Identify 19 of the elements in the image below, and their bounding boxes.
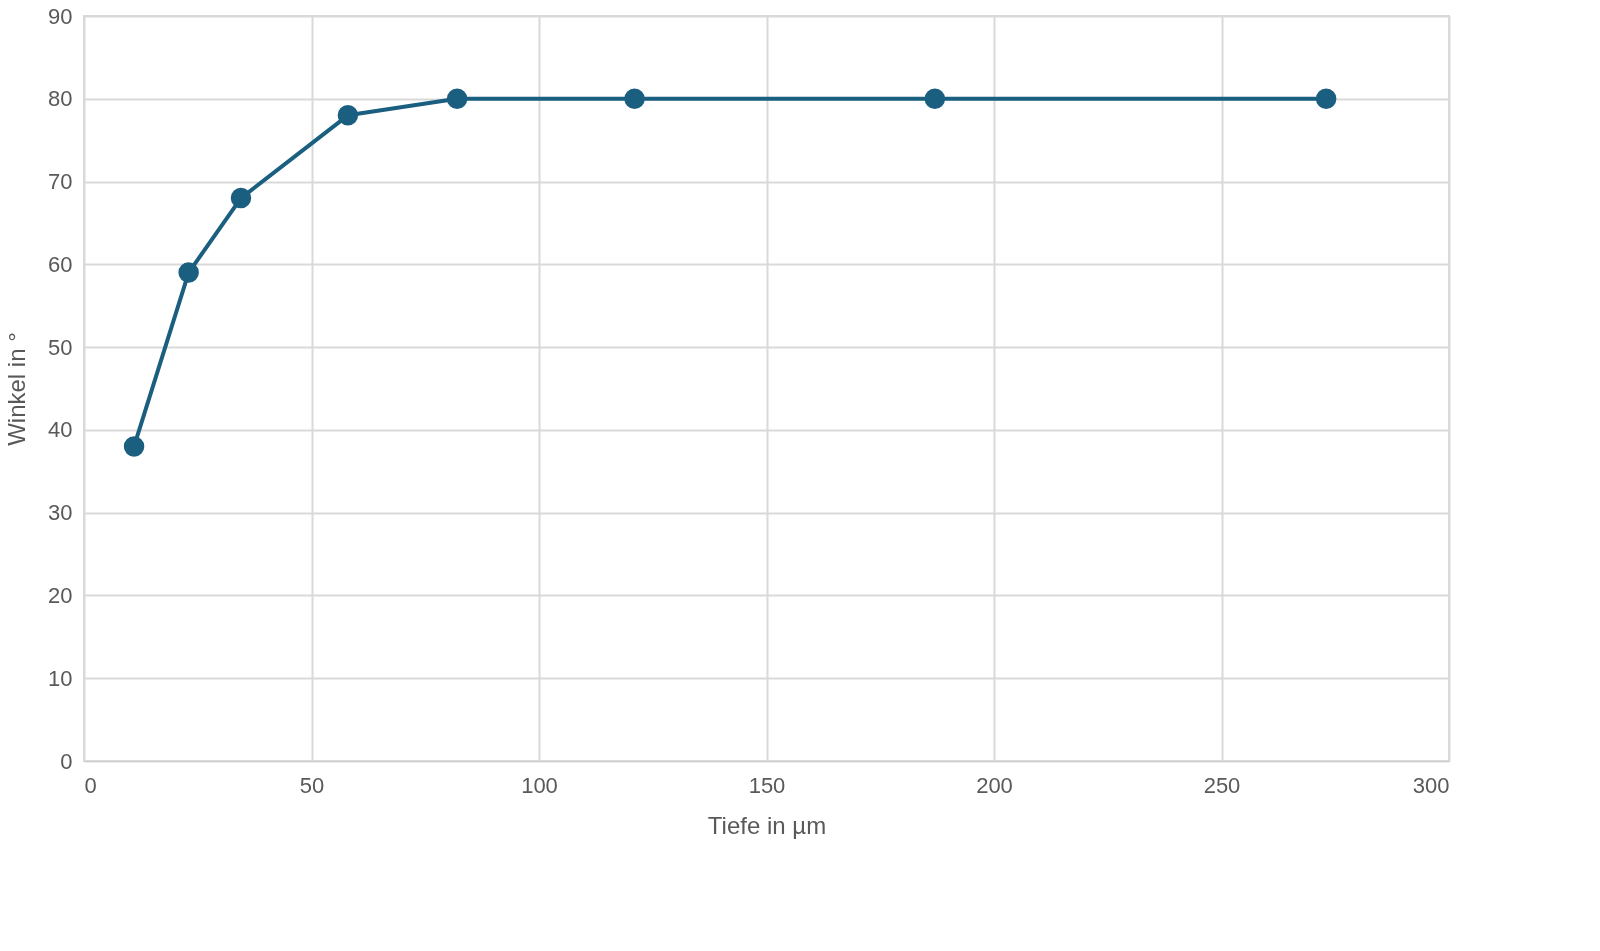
y-tick-label: 30 <box>48 500 73 526</box>
x-tick-label: 0 <box>84 772 97 798</box>
x-tick-label: 50 <box>299 772 325 798</box>
y-tick-label: 70 <box>48 169 73 195</box>
y-tick-label: 60 <box>48 251 73 277</box>
y-tick-label: 40 <box>48 417 73 443</box>
x-axis-title: Tiefe in µm <box>707 811 827 839</box>
y-tick-label: 20 <box>48 582 73 608</box>
y-tick-label: 90 <box>48 3 73 29</box>
x-tick-label: 150 <box>748 772 786 798</box>
y-axis-title: Winkel in ° <box>3 332 31 446</box>
y-tick-label: 50 <box>48 334 73 360</box>
y-tick-label: 0 <box>60 748 73 774</box>
y-tick-label: 80 <box>48 86 73 112</box>
x-tick-label: 300 <box>1412 772 1450 798</box>
y-tick-label: 10 <box>48 665 73 691</box>
x-tick-label: 250 <box>1203 772 1241 798</box>
x-tick-label: 100 <box>521 772 558 798</box>
x-tick-label: 200 <box>976 772 1013 798</box>
